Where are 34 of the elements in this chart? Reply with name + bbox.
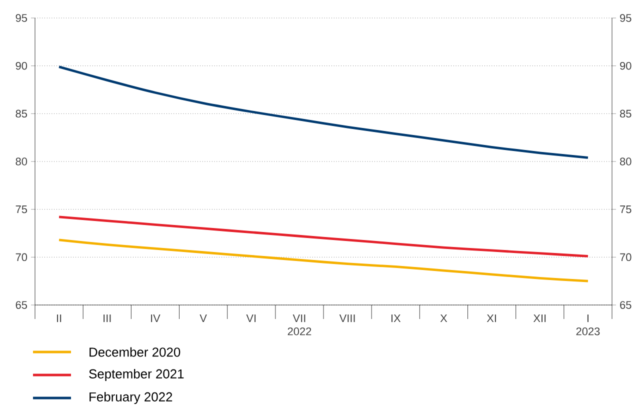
line-series <box>58 66 590 159</box>
legend-label: February 2022 <box>90 392 172 404</box>
y2-tick-label: 95 <box>620 14 632 22</box>
x-tick-label: VI <box>246 314 256 322</box>
legend-label: September 2021 <box>89 368 184 382</box>
x-tick-label: II <box>57 314 62 322</box>
x-tick-label: I <box>587 314 588 322</box>
x-tick-label: VIII <box>339 314 355 322</box>
y-tick-label: 70 <box>16 253 28 262</box>
x-tick-label: XI <box>486 314 496 322</box>
y2-tick-label: 75 <box>620 206 632 214</box>
y2-tick-label: 70 <box>620 253 632 262</box>
y2-tick-label: 90 <box>620 62 632 70</box>
text: 2023 <box>576 328 600 336</box>
text: 2022 <box>288 328 312 336</box>
x-tick-label: IX <box>391 314 401 322</box>
y-tick-label: 85 <box>16 110 28 118</box>
x-tick-label: IV <box>151 314 160 322</box>
x-tick-label: XII <box>533 314 546 322</box>
line-series <box>58 216 590 258</box>
y2-tick-label: 80 <box>620 158 632 166</box>
legend-label: December 2020 <box>90 347 180 357</box>
y2-tick-label: 85 <box>620 110 632 118</box>
x-tick-label: V <box>200 314 207 322</box>
y-tick-label: 75 <box>16 206 28 214</box>
y-tick-label: 90 <box>16 62 28 70</box>
y2-tick-label: 65 <box>620 301 632 309</box>
x-tick-label: X <box>440 314 448 322</box>
y-tick-label: 95 <box>16 14 28 22</box>
y-tick-label: 65 <box>16 301 28 309</box>
y-tick-label: 80 <box>16 158 28 166</box>
line-series <box>58 238 590 282</box>
x-tick-label: III <box>104 314 111 322</box>
x-tick-label: VII <box>292 314 306 322</box>
